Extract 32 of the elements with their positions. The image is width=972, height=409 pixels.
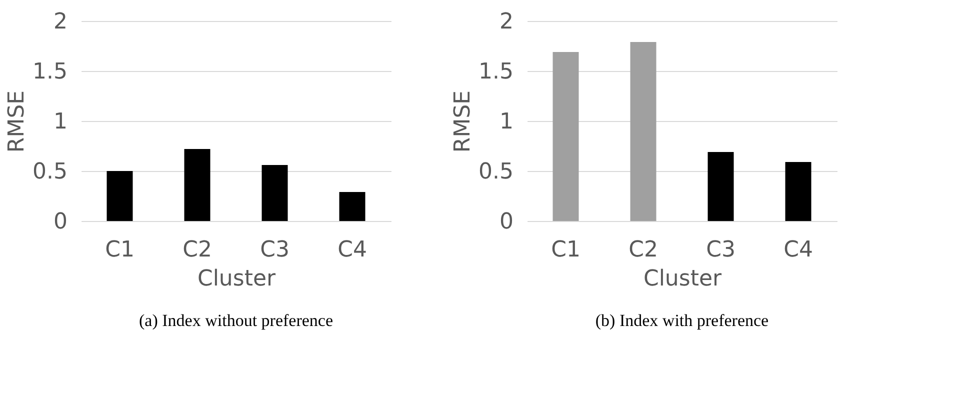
y-tick-label: 0	[54, 210, 68, 234]
bar	[262, 165, 288, 221]
bar	[708, 152, 734, 221]
x-axis-title: Cluster	[643, 266, 722, 292]
y-tick-label: 1.5	[478, 60, 514, 84]
x-axis-title: Cluster	[197, 266, 276, 292]
text: (b) Index with preference	[595, 311, 769, 330]
y-tick-label: 0.5	[32, 160, 68, 184]
y-tick-label: 2	[500, 10, 514, 34]
y-tick-label: 0	[500, 210, 514, 234]
y-tick-label: 1.5	[32, 60, 68, 84]
x-tick-label: C3	[706, 238, 736, 262]
y-tick-label: 1	[54, 110, 68, 134]
bar	[552, 52, 579, 221]
x-tick-label: C1	[551, 238, 580, 262]
x-tick-label: C4	[784, 238, 813, 262]
bar	[785, 162, 812, 221]
x-tick-label: C1	[105, 238, 134, 262]
x-tick-label: C4	[338, 238, 367, 262]
bar	[106, 171, 133, 221]
bar	[339, 192, 366, 221]
x-tick-label: C2	[628, 238, 658, 262]
y-tick-label: 2	[54, 10, 68, 34]
y-axis-title: RMSE	[450, 90, 476, 153]
y-tick-label: 0.5	[478, 160, 514, 184]
bar	[184, 149, 210, 221]
y-axis-title: RMSE	[4, 90, 30, 153]
bar	[630, 42, 656, 221]
text: (a) Index without preference	[139, 311, 333, 330]
y-tick-label: 1	[500, 110, 514, 134]
x-tick-label: C3	[260, 238, 290, 262]
x-tick-label: C2	[182, 238, 212, 262]
